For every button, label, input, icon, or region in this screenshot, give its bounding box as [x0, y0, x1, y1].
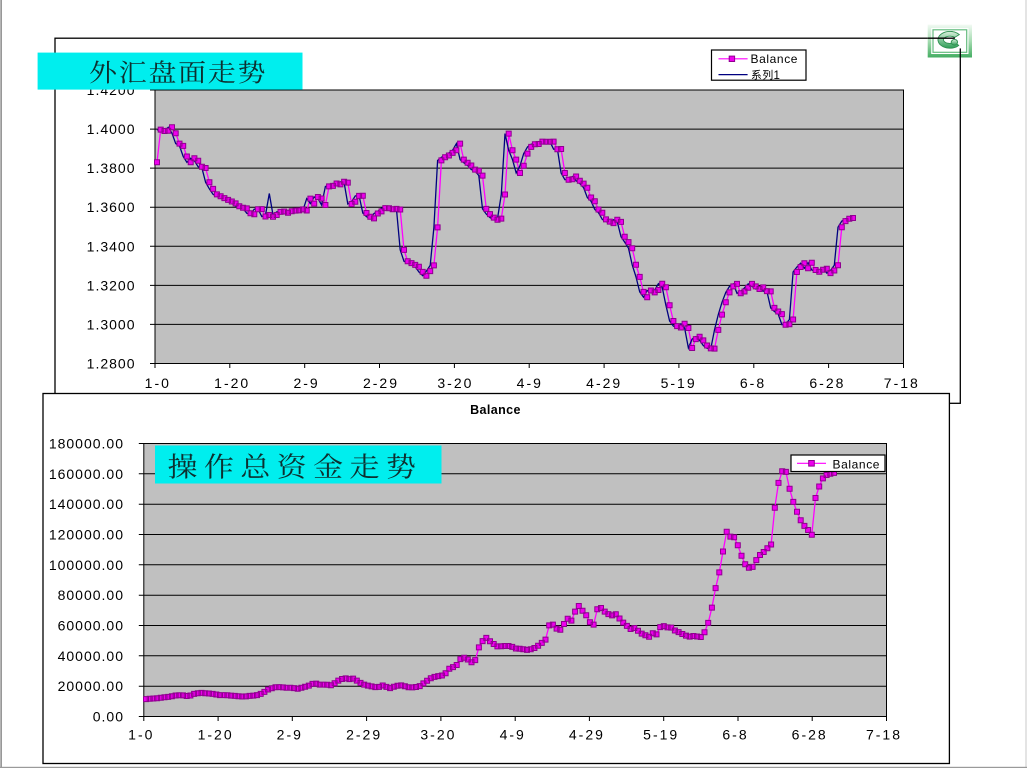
svg-text:1-20: 1-20: [198, 727, 234, 743]
svg-text:7-18: 7-18: [866, 727, 902, 743]
svg-text:1.3800: 1.3800: [87, 160, 136, 176]
svg-text:1-0: 1-0: [145, 375, 171, 391]
svg-text:4-29: 4-29: [569, 727, 605, 743]
svg-text:100000.00: 100000.00: [49, 557, 124, 573]
svg-text:1.3200: 1.3200: [87, 277, 136, 293]
svg-text:0.00: 0.00: [93, 709, 124, 725]
svg-text:Balance: Balance: [470, 403, 521, 417]
svg-text:3-20: 3-20: [437, 375, 473, 391]
svg-text:5-19: 5-19: [643, 727, 679, 743]
svg-text:4-29: 4-29: [586, 375, 622, 391]
svg-text:6-8: 6-8: [722, 727, 748, 743]
svg-text:7-18: 7-18: [884, 375, 920, 391]
svg-text:160000.00: 160000.00: [49, 466, 124, 482]
svg-text:4-9: 4-9: [500, 727, 526, 743]
svg-text:1.3600: 1.3600: [87, 199, 136, 215]
svg-text:1-20: 1-20: [214, 375, 250, 391]
svg-text:140000.00: 140000.00: [49, 496, 124, 512]
svg-text:180000.00: 180000.00: [49, 436, 124, 452]
svg-text:20000.00: 20000.00: [58, 678, 124, 694]
svg-text:5-19: 5-19: [661, 375, 697, 391]
svg-text:60000.00: 60000.00: [58, 618, 124, 634]
svg-text:80000.00: 80000.00: [58, 587, 124, 603]
svg-text:3-20: 3-20: [420, 727, 456, 743]
svg-text:2-29: 2-29: [346, 727, 382, 743]
svg-text:1: 1: [774, 70, 780, 82]
svg-text:Balance: Balance: [751, 52, 799, 66]
svg-text:6-8: 6-8: [740, 375, 766, 391]
svg-text:2-9: 2-9: [293, 375, 319, 391]
svg-text:40000.00: 40000.00: [58, 648, 124, 664]
svg-text:4-9: 4-9: [517, 375, 543, 391]
svg-text:1.3400: 1.3400: [87, 238, 136, 254]
svg-text:Balance: Balance: [833, 457, 881, 471]
svg-text:1.4000: 1.4000: [87, 121, 136, 137]
svg-text:1-0: 1-0: [128, 727, 154, 743]
svg-text:2-29: 2-29: [363, 375, 399, 391]
svg-text:1.3000: 1.3000: [87, 316, 136, 332]
svg-text:1.2800: 1.2800: [87, 356, 136, 372]
svg-text:2-9: 2-9: [277, 727, 303, 743]
svg-text:6-28: 6-28: [809, 375, 845, 391]
svg-text:6-28: 6-28: [792, 727, 828, 743]
svg-text:120000.00: 120000.00: [49, 527, 124, 543]
